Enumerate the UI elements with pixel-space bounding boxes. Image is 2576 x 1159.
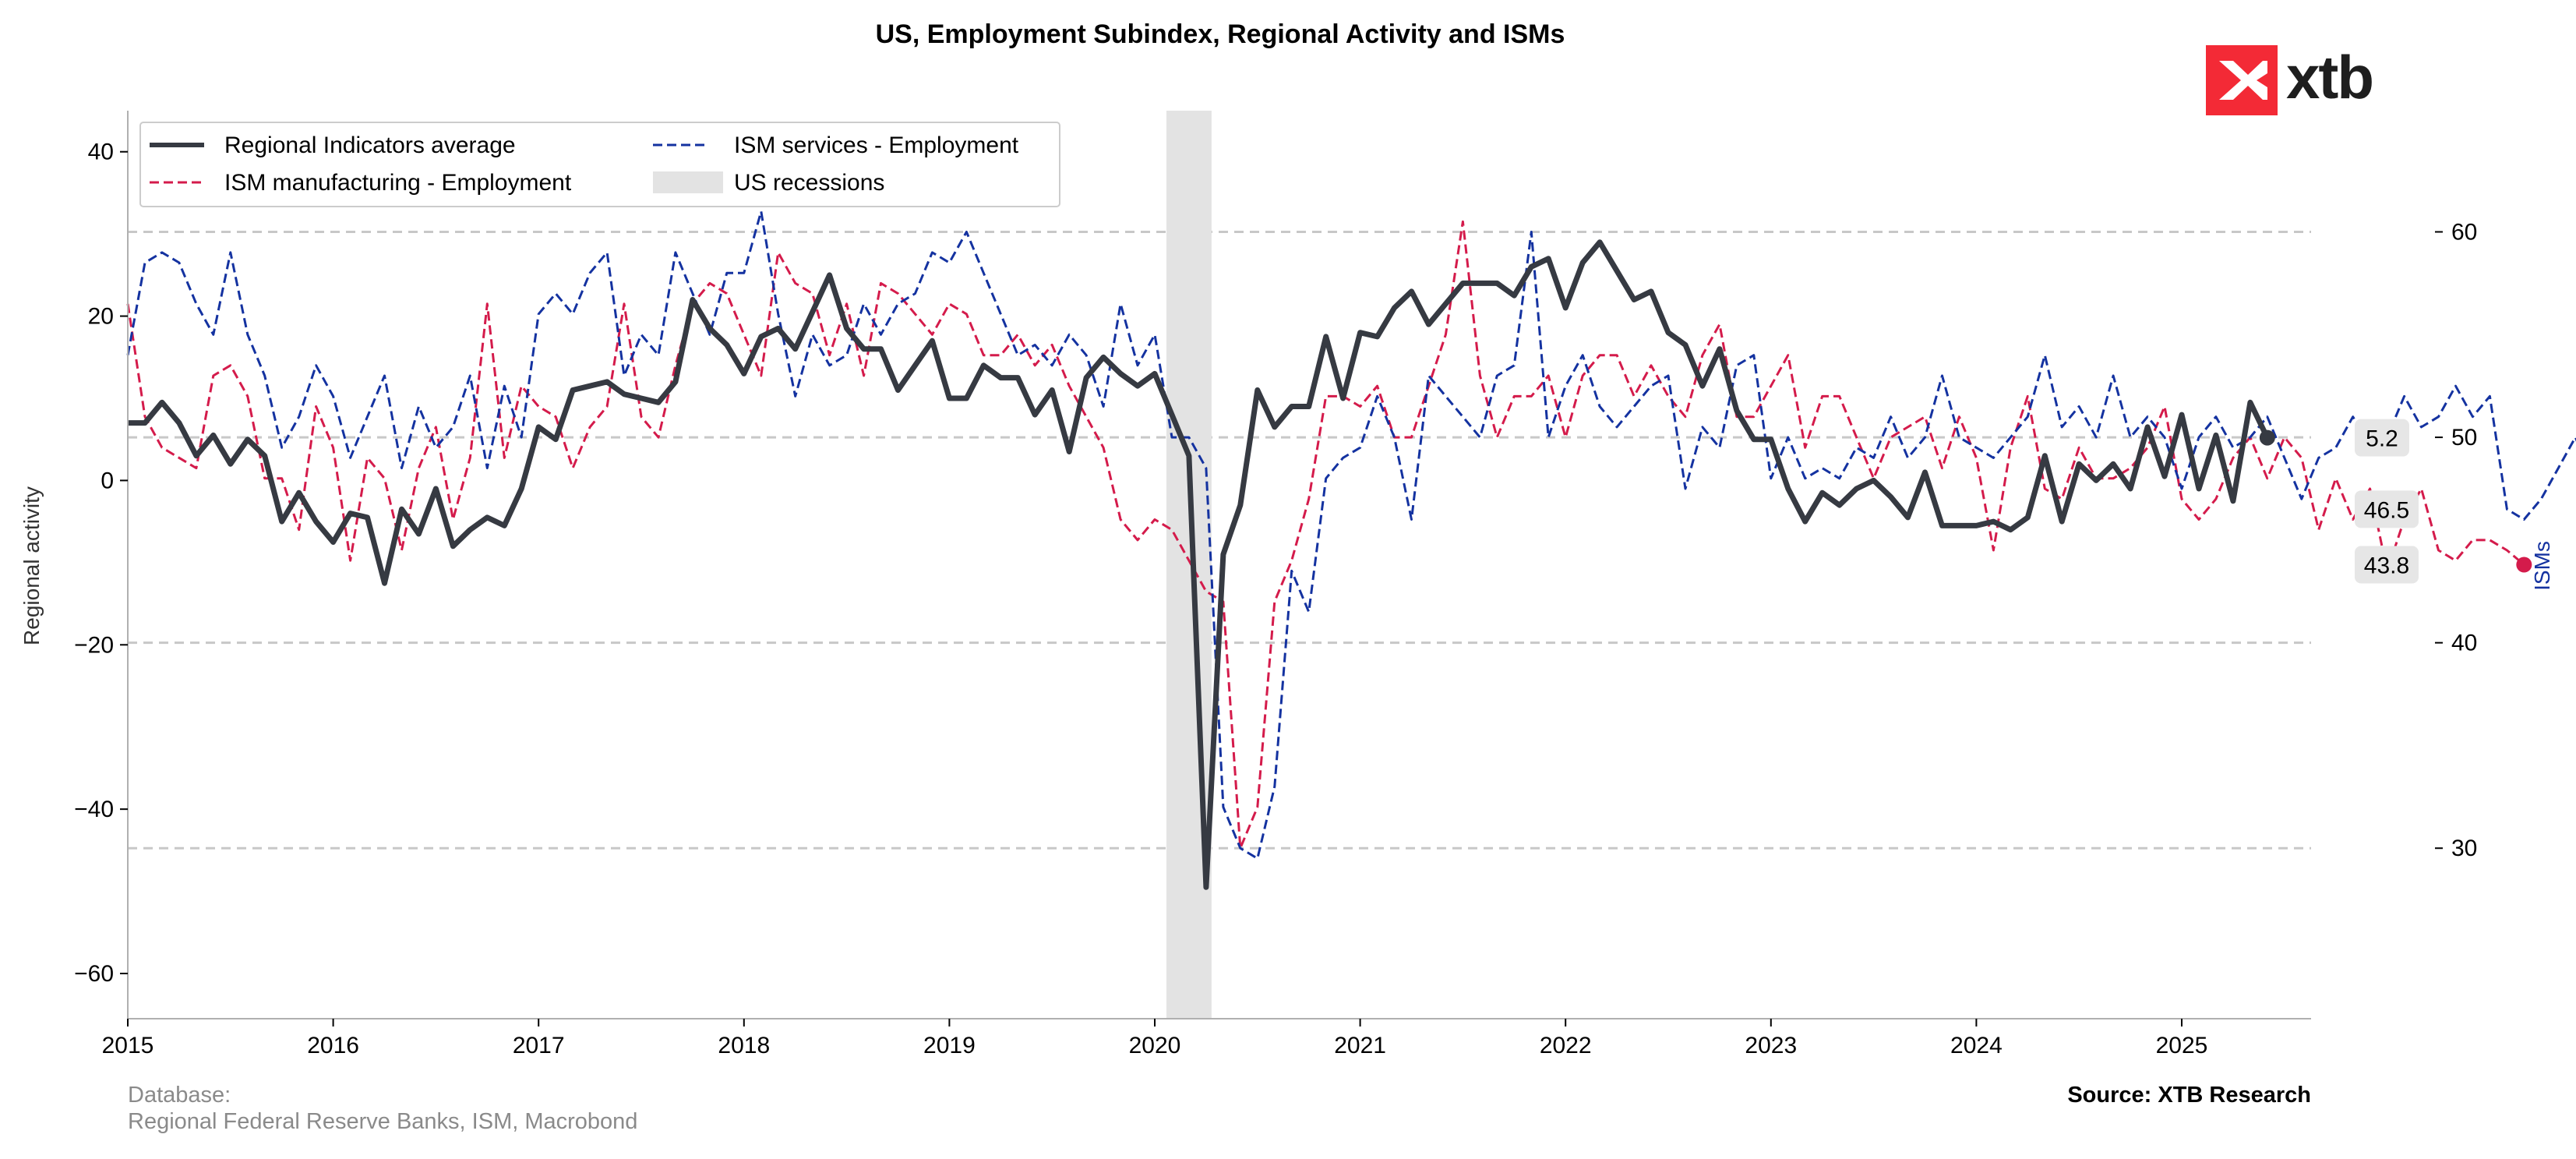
series-end-marker-1	[2516, 557, 2532, 573]
series-line-0	[128, 239, 2270, 890]
grid-lines	[128, 231, 2311, 850]
y-left-tick-label: 40	[88, 140, 114, 165]
legend-label-ism-services: ISM services - Employment	[734, 133, 1019, 158]
value-badge-bg	[2355, 419, 2409, 457]
y-axis-right-label: ISMs	[2530, 541, 2554, 591]
y-left-tick-label: 0	[101, 468, 114, 493]
y-right-tick-label: 40	[2451, 631, 2477, 656]
value-badge-bg	[2355, 490, 2419, 528]
series-layer	[126, 210, 2576, 890]
value-badge-bg	[2355, 546, 2419, 584]
x-tick-label: 2015	[102, 1033, 154, 1058]
legend: Regional Indicators average ISM manufact…	[139, 122, 1060, 207]
x-tick-label: 2023	[1745, 1033, 1797, 1058]
database-label: Database:	[128, 1083, 231, 1108]
x-tick-label: 2024	[1950, 1033, 2003, 1058]
series-line-2	[126, 210, 2576, 860]
legend-item-ism-manufacturing: ISM manufacturing - Employment	[150, 170, 572, 196]
source-text: Source: XTB Research	[2067, 1083, 2311, 1108]
value-badges: 5.2 46.5 43.8	[2355, 419, 2419, 584]
series-line-1	[126, 220, 2525, 850]
legend-item-recessions: US recessions	[653, 170, 884, 196]
y-right-tick-label: 60	[2451, 220, 2477, 246]
x-tick-label: 2020	[1129, 1033, 1181, 1058]
x-tick-label: 2018	[718, 1033, 770, 1058]
y-right-tick-label: 30	[2451, 836, 2477, 861]
y-left-tick-label: −20	[74, 632, 114, 658]
xtb-logo: xtb	[2206, 43, 2374, 115]
legend-label-recessions: US recessions	[734, 170, 884, 196]
x-tick-label: 2021	[1334, 1033, 1386, 1058]
x-tick-label: 2022	[1540, 1033, 1592, 1058]
x-tick-label: 2017	[513, 1033, 565, 1058]
x-tick-label: 2025	[2156, 1033, 2208, 1058]
axes: 40 20 0 −20 −40 −60 60 50 40 30 2015 2016 2017 2018 20…	[74, 111, 2477, 1058]
y-left-tick-label: −60	[74, 961, 114, 987]
value-badge-text: 46.5	[2364, 497, 2409, 523]
legend-label-regional: Regional Indicators average	[224, 133, 516, 158]
x-tick-label: 2019	[923, 1033, 976, 1058]
logo-text: xtb	[2286, 43, 2373, 111]
legend-item-ism-services: ISM services - Employment	[653, 133, 1019, 158]
y-right-tick-label: 50	[2451, 425, 2477, 451]
chart-title: US, Employment Subindex, Regional Activi…	[876, 19, 1565, 49]
value-badge-text: 5.2	[2366, 426, 2398, 452]
series-end-marker-0	[2259, 429, 2275, 446]
legend-item-regional: Regional Indicators average	[150, 133, 516, 158]
value-badge-text: 43.8	[2364, 553, 2409, 579]
y-left-tick-label: 20	[88, 304, 114, 330]
y-left-tick-label: −40	[74, 797, 114, 822]
y-axis-left-label: Regional activity	[19, 486, 44, 645]
database-sources: Regional Federal Reserve Banks, ISM, Mac…	[128, 1109, 637, 1134]
x-tick-label: 2016	[307, 1033, 359, 1058]
legend-label-ism-manufacturing: ISM manufacturing - Employment	[224, 170, 572, 196]
